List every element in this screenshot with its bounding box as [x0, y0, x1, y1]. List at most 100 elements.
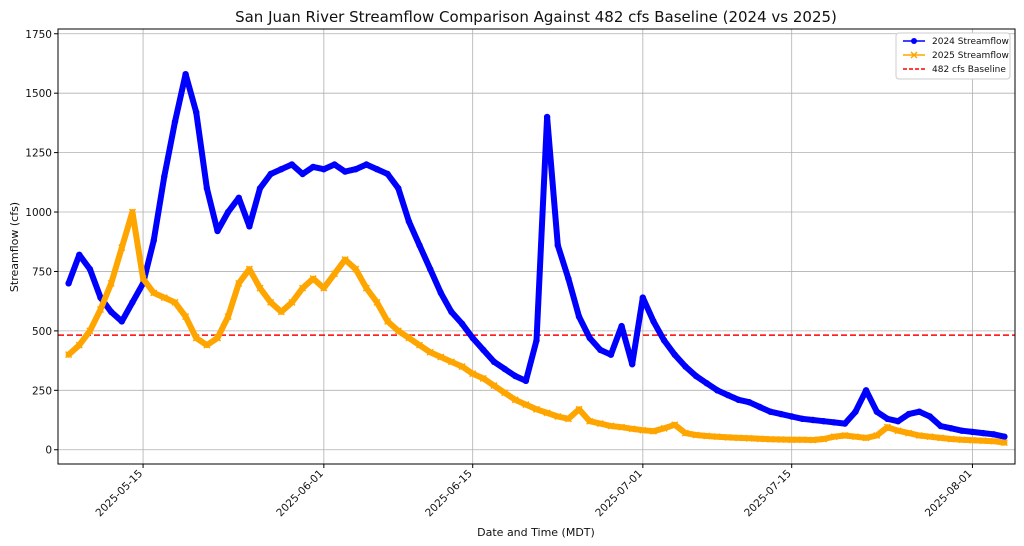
- data-point: [108, 308, 115, 316]
- x-tick-label: 2025-05-15: [94, 468, 146, 520]
- data-point: [554, 412, 562, 420]
- legend-2025-marker: [910, 51, 918, 59]
- data-point: [735, 396, 742, 403]
- data-point: [777, 410, 785, 418]
- data-point: [278, 166, 285, 173]
- data-point: [820, 435, 828, 443]
- data-point: [224, 313, 232, 321]
- legend-2024-label: 2024 Streamflow: [932, 37, 1009, 47]
- data-point: [161, 173, 168, 180]
- data-point: [256, 284, 264, 292]
- y-tick-label: 0: [45, 445, 52, 457]
- data-point: [873, 408, 880, 415]
- data-point: [809, 416, 817, 424]
- data-point: [65, 351, 73, 359]
- x-tick-label: 2025-06-01: [274, 468, 326, 520]
- data-point: [128, 208, 136, 216]
- data-point: [979, 437, 987, 445]
- data-point: [309, 275, 317, 283]
- y-tick-label: 1000: [25, 207, 52, 219]
- data-point: [565, 275, 572, 282]
- data-point: [214, 227, 221, 235]
- data-point: [543, 113, 551, 121]
- data-point: [883, 423, 891, 431]
- data-point: [1001, 433, 1008, 440]
- data-point: [394, 327, 402, 335]
- legend-2025-label: 2025 Streamflow: [932, 51, 1009, 61]
- data-point: [692, 372, 700, 380]
- data-point: [533, 337, 540, 344]
- data-point: [512, 372, 519, 380]
- y-tick-label: 1750: [25, 29, 52, 41]
- data-point: [458, 320, 466, 327]
- x-axis-ticks: 2025-05-15 2025-06-01 2025-06-15 2025-07-01…: [94, 464, 975, 519]
- data-point: [363, 161, 370, 168]
- data-point: [724, 391, 732, 399]
- data-point: [809, 436, 817, 444]
- data-point: [777, 435, 785, 444]
- data-point: [788, 413, 795, 420]
- data-point: [735, 434, 743, 442]
- data-point: [618, 322, 625, 330]
- x-axis-label: Date and Time (MDT): [477, 526, 595, 539]
- data-point: [320, 284, 328, 292]
- data-point: [235, 194, 242, 201]
- data-point: [575, 313, 583, 320]
- data-point: [990, 437, 998, 445]
- data-point: [990, 431, 997, 438]
- data-point: [235, 279, 243, 287]
- data-point: [554, 242, 561, 249]
- data-point: [299, 284, 307, 292]
- data-point: [671, 351, 678, 358]
- data-point: [469, 370, 477, 378]
- data-point: [915, 431, 923, 440]
- data-point: [692, 431, 700, 439]
- data-point: [767, 408, 774, 415]
- data-point: [416, 341, 424, 349]
- data-point: [395, 185, 402, 192]
- data-point: [479, 374, 487, 382]
- data-point: [490, 382, 498, 390]
- data-point: [586, 417, 594, 425]
- data-point: [511, 396, 519, 404]
- data-point: [522, 377, 530, 384]
- data-point: [543, 409, 551, 417]
- data-point: [681, 429, 689, 437]
- data-point: [756, 403, 763, 411]
- data-point: [649, 427, 657, 435]
- data-point: [341, 168, 349, 175]
- data-point: [299, 170, 306, 178]
- data-point: [437, 289, 444, 297]
- data-point: [182, 71, 189, 78]
- y-tick-label: 250: [32, 385, 52, 397]
- data-point: [884, 415, 891, 422]
- data-point: [841, 431, 849, 440]
- data-point: [703, 380, 710, 387]
- data-point: [714, 387, 721, 394]
- data-point: [937, 422, 944, 430]
- data-point: [926, 413, 934, 420]
- data-point: [746, 399, 753, 406]
- data-point: [852, 408, 859, 415]
- y-tick-label: 500: [32, 326, 52, 338]
- data-point: [320, 166, 327, 173]
- data-point: [267, 298, 275, 306]
- data-point: [564, 415, 572, 423]
- x-tick-label: 2025-06-15: [423, 468, 475, 520]
- data-point: [373, 166, 381, 173]
- y-tick-label: 1250: [25, 148, 52, 160]
- data-point: [203, 185, 211, 192]
- data-point: [192, 334, 200, 342]
- data-point: [650, 318, 657, 325]
- legend: 2024 Streamflow 2025 Streamflow 482 cfs …: [895, 32, 1011, 80]
- data-point: [947, 435, 955, 443]
- data-point: [352, 265, 360, 273]
- data-point: [979, 429, 987, 437]
- data-point: [97, 305, 105, 314]
- data-point: [384, 170, 391, 178]
- series-layer: [65, 71, 1008, 447]
- data-point: [224, 208, 232, 216]
- data-point: [948, 425, 955, 432]
- y-axis-label: Streamflow (cfs): [8, 202, 21, 292]
- data-point: [362, 284, 370, 292]
